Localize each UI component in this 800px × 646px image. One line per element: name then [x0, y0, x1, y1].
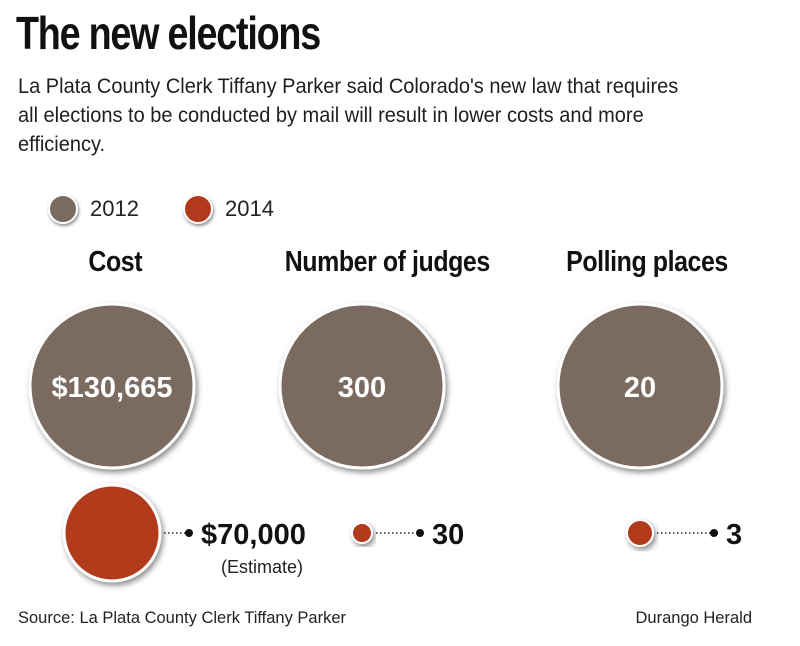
leader-dot-judges [416, 529, 424, 537]
leader-dot-polling [710, 529, 718, 537]
intro-text: La Plata County Clerk Tiffany Parker sai… [18, 74, 679, 156]
estimate-note: (Estimate) [221, 557, 303, 577]
bubble-2012-judges [278, 302, 446, 470]
leader-dot-cost [185, 529, 193, 537]
page-title: The new elections [16, 7, 321, 59]
legend-swatch-2012 [48, 194, 78, 224]
value-label-2014-cost: $70,000 [201, 519, 306, 551]
value-label-2012-cost: $130,665 [52, 372, 173, 404]
legend-label-2012: 2012 [90, 196, 139, 221]
source-note: Source: La Plata County Clerk Tiffany Pa… [18, 609, 347, 627]
value-label-2014-polling: 3 [726, 519, 742, 551]
value-label-2012-judges: 300 [338, 372, 386, 404]
category-label-judges: Number of judges [284, 246, 491, 278]
value-label-2012-polling: 20 [624, 372, 656, 404]
legend-item-2014: 2014 [183, 194, 274, 224]
category-label-polling: Polling places [566, 246, 728, 278]
value-label-2014-judges: 30 [432, 519, 464, 551]
credit-note: Durango Herald [635, 609, 752, 627]
category-label-cost: Cost [88, 246, 143, 278]
legend-item-2012: 2012 [48, 194, 139, 224]
bubble-2012-polling [556, 302, 724, 470]
bubble-2014-polling [626, 519, 654, 547]
bubble-2012-cost [28, 302, 196, 470]
legend-swatch-2014 [183, 194, 213, 224]
bubble-2014-cost [62, 483, 162, 583]
bubble-2014-judges [351, 522, 373, 544]
legend-label-2014: 2014 [225, 196, 274, 221]
